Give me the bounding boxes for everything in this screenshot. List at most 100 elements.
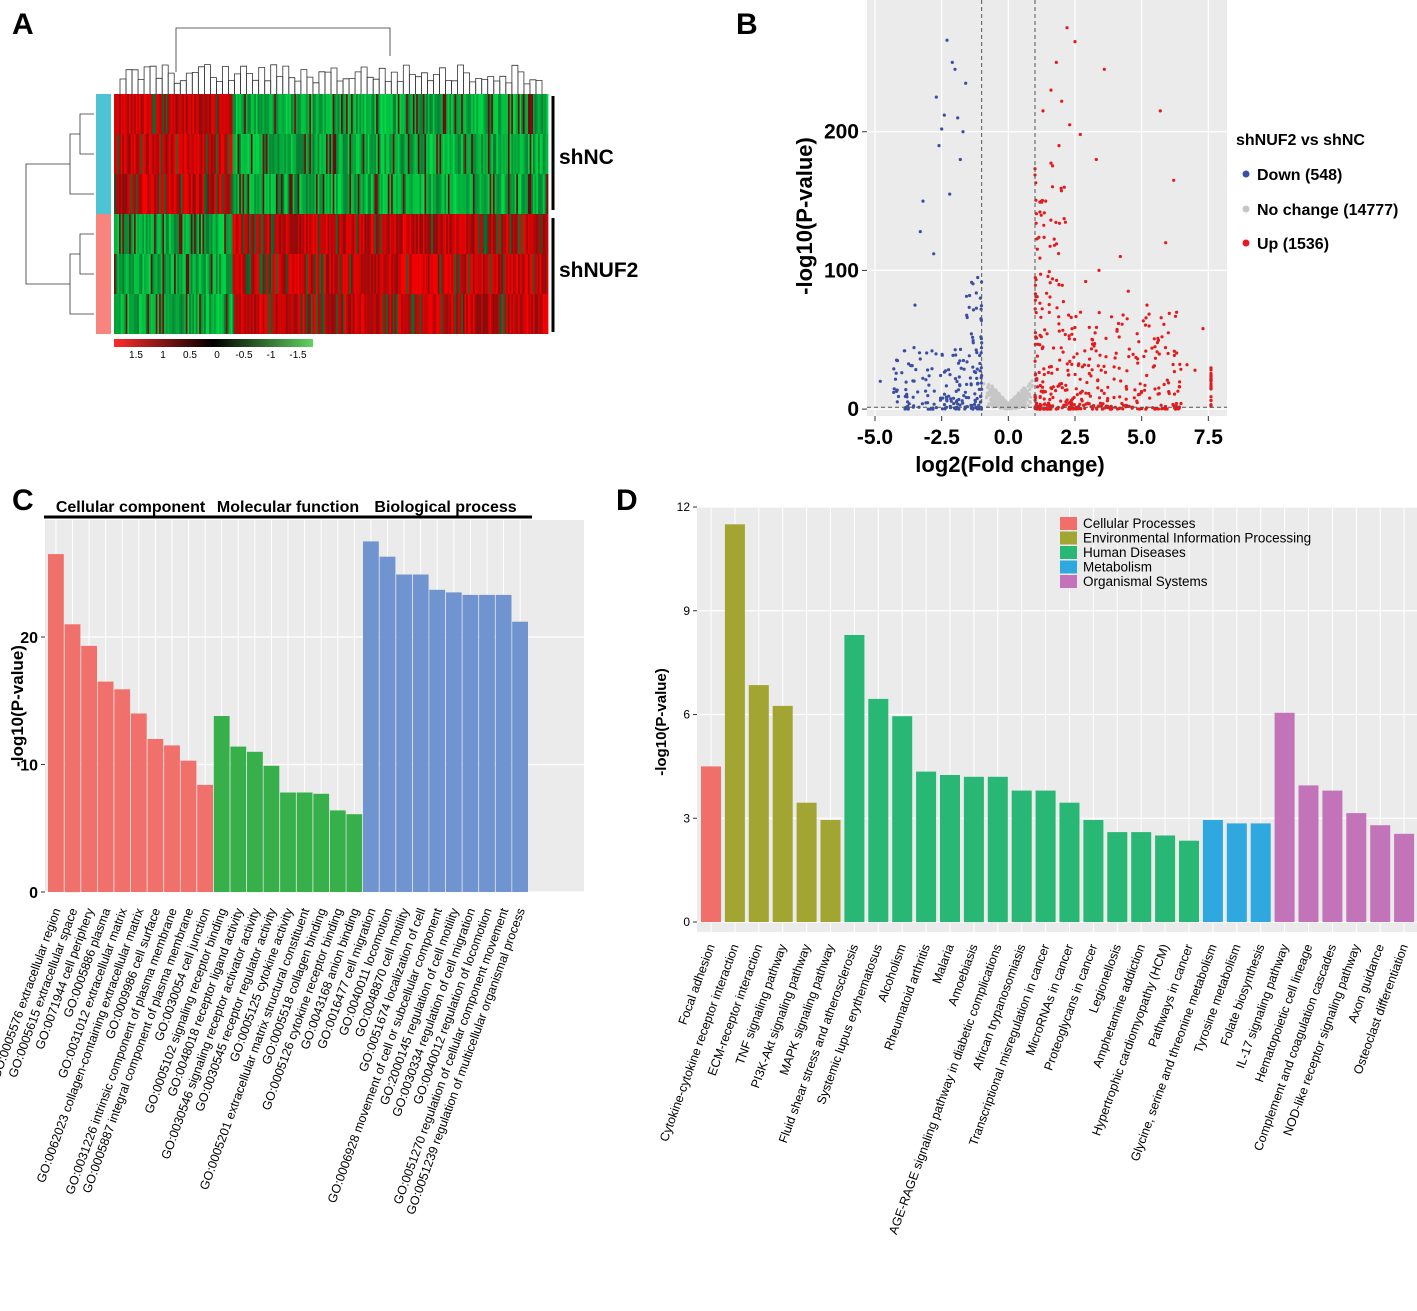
heatmap-cell bbox=[361, 174, 364, 214]
heatmap-cell bbox=[220, 214, 223, 254]
heatmap-cell bbox=[372, 174, 375, 214]
heatmap-cell bbox=[407, 134, 410, 174]
heatmap-cell bbox=[469, 294, 472, 334]
heatmap-cell bbox=[411, 174, 414, 214]
heatmap-cell bbox=[309, 174, 312, 214]
heatmap-cell bbox=[412, 294, 415, 334]
heatmap-cell bbox=[427, 214, 430, 254]
heatmap-cell bbox=[244, 214, 247, 254]
heatmap-cell bbox=[386, 174, 389, 214]
volcano-point bbox=[1054, 60, 1058, 64]
go-bar bbox=[412, 574, 429, 892]
volcano-point bbox=[1069, 402, 1073, 406]
volcano-point bbox=[1047, 365, 1052, 369]
volcano-point bbox=[1035, 247, 1039, 251]
heatmap-cell bbox=[414, 214, 417, 254]
heatmap-cell bbox=[544, 294, 547, 334]
go-bar bbox=[213, 716, 230, 892]
heatmap-cell bbox=[280, 214, 283, 254]
heatmap-cell bbox=[544, 254, 547, 294]
heatmap-cell bbox=[312, 134, 315, 174]
heatmap-cell bbox=[234, 254, 237, 294]
heatmap-cell bbox=[267, 294, 270, 334]
heatmap-cell bbox=[174, 94, 177, 134]
heatmap-cell bbox=[384, 94, 387, 134]
heatmap-cell bbox=[199, 174, 202, 214]
heatmap-cell bbox=[482, 294, 485, 334]
heatmap-cell bbox=[197, 174, 200, 214]
heatmap-cell bbox=[529, 134, 532, 174]
heatmap-cell bbox=[452, 94, 455, 134]
heatmap-cell bbox=[129, 214, 132, 254]
heatmap-cell bbox=[174, 214, 177, 254]
volcano-point bbox=[1056, 384, 1060, 388]
heatmap-cell bbox=[217, 174, 220, 214]
heatmap-cell bbox=[392, 94, 395, 134]
volcano-point bbox=[1062, 217, 1066, 221]
heatmap-cell bbox=[451, 294, 454, 334]
go-bar bbox=[396, 574, 412, 892]
heatmap-cell bbox=[476, 214, 479, 254]
heatmap-cell bbox=[432, 254, 435, 294]
heatmap-cell bbox=[329, 174, 332, 214]
heatmap-cell bbox=[120, 174, 123, 214]
volcano-point bbox=[1065, 26, 1069, 30]
heatmap-cell bbox=[442, 214, 445, 254]
heatmap-cell bbox=[264, 94, 267, 134]
volcano-point bbox=[907, 362, 911, 366]
volcano-point bbox=[1178, 380, 1182, 384]
heatmap-cell bbox=[392, 174, 395, 214]
volcano-point bbox=[1172, 403, 1176, 408]
heatmap-cell bbox=[359, 294, 362, 334]
heatmap-cell bbox=[347, 294, 350, 334]
volcano-point bbox=[1076, 363, 1080, 368]
heatmap-cell bbox=[447, 134, 450, 174]
heatmap-cell bbox=[332, 174, 335, 214]
heatmap-cell bbox=[409, 134, 412, 174]
heatmap-cell bbox=[195, 174, 198, 214]
heatmap-cell bbox=[209, 294, 212, 334]
heatmap-cell bbox=[349, 254, 352, 294]
heatmap-cell bbox=[469, 94, 472, 134]
heatmap-cell bbox=[225, 214, 228, 254]
volcano-point bbox=[1047, 310, 1051, 314]
heatmap-cell bbox=[532, 174, 536, 214]
heatmap-cell bbox=[227, 134, 230, 174]
dendrogram-branch bbox=[469, 81, 477, 94]
heatmap-cell bbox=[419, 214, 422, 254]
volcano-point bbox=[916, 390, 920, 394]
heatmap-cell bbox=[192, 294, 195, 334]
heatmap-cell bbox=[522, 134, 526, 174]
volcano-point bbox=[1043, 328, 1047, 332]
heatmap-cell bbox=[459, 94, 462, 134]
volcano-point bbox=[1136, 393, 1140, 397]
heatmap-cell bbox=[536, 294, 539, 334]
heatmap-cell bbox=[329, 214, 332, 254]
heatmap-cell bbox=[346, 174, 349, 214]
heatmap-cell bbox=[362, 294, 365, 334]
heatmap-cell bbox=[322, 254, 325, 294]
go-bar bbox=[263, 765, 280, 892]
legend-label: Human Diseases bbox=[1083, 545, 1186, 560]
heatmap-cell bbox=[149, 94, 152, 134]
heatmap-cell bbox=[122, 214, 125, 254]
heatmap-cell bbox=[122, 294, 125, 334]
volcano-point bbox=[1087, 371, 1091, 376]
heatmap-cell bbox=[224, 214, 227, 254]
volcano-point bbox=[1033, 359, 1037, 363]
heatmap-cell bbox=[482, 94, 485, 134]
heatmap-cell bbox=[127, 254, 130, 294]
dendrogram-branch bbox=[161, 64, 169, 94]
heatmap-cell bbox=[411, 134, 414, 174]
heatmap-cell bbox=[205, 134, 208, 174]
y-tick-label: 0 bbox=[847, 398, 859, 421]
heatmap-cell bbox=[414, 254, 417, 294]
heatmap-cell bbox=[517, 94, 521, 134]
dendrogram-branch bbox=[276, 76, 284, 94]
volcano-point bbox=[1059, 346, 1063, 350]
heatmap-cell bbox=[155, 174, 158, 214]
heatmap-cell bbox=[532, 94, 536, 134]
volcano-point bbox=[1080, 397, 1084, 401]
heatmap-cell bbox=[352, 134, 355, 174]
heatmap-cell bbox=[476, 134, 479, 174]
